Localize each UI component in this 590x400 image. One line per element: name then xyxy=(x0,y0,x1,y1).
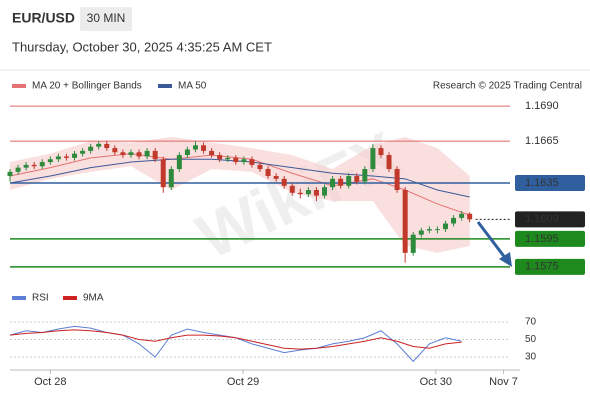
candle-body xyxy=(322,187,328,196)
legend-swatch xyxy=(63,296,77,300)
candle-body xyxy=(88,146,94,151)
legend-label: RSI xyxy=(32,293,49,304)
candle-body xyxy=(201,145,207,151)
level-label-box xyxy=(515,175,585,192)
candle-body xyxy=(136,152,142,157)
credit: Research © 2025 Trading Central xyxy=(433,81,582,92)
candle-body xyxy=(160,159,166,188)
candle-body xyxy=(176,155,182,170)
candle-body xyxy=(120,152,126,156)
candle-body xyxy=(96,143,102,147)
legend-swatch xyxy=(12,84,26,88)
y-tick-label: 30 xyxy=(525,352,537,363)
candle-body xyxy=(225,157,231,160)
x-tick-label: Oct 30 xyxy=(420,376,452,388)
candle-body xyxy=(305,190,311,195)
candle-body xyxy=(217,155,223,160)
candle-body xyxy=(330,178,336,188)
candle-body xyxy=(451,217,457,224)
candle-body xyxy=(378,148,384,156)
candle-body xyxy=(241,159,247,163)
candle-body xyxy=(168,169,174,188)
level-label: 1.1665 xyxy=(525,135,559,147)
candle-body xyxy=(47,159,53,163)
candle-body xyxy=(192,145,198,150)
candle-body xyxy=(354,176,360,182)
candle-body xyxy=(410,234,416,253)
candle-body xyxy=(233,157,239,163)
legend-label: MA 20 + Bollinger Bands xyxy=(32,81,142,92)
candle-body xyxy=(55,156,61,160)
x-tick-label: Nov 7 xyxy=(489,376,518,388)
candle-body xyxy=(297,192,303,195)
level-label: 1.1635 xyxy=(525,177,559,189)
candle-body xyxy=(346,176,352,186)
candle-body xyxy=(418,230,424,235)
level-label: 1.1609 xyxy=(525,213,559,225)
candle-body xyxy=(442,223,448,230)
timeframe-box xyxy=(80,7,132,31)
symbol: EUR/USD xyxy=(12,10,75,26)
candle-body xyxy=(15,167,21,172)
candle-body xyxy=(112,148,118,153)
level-label-box xyxy=(515,258,585,275)
candle-body xyxy=(370,148,376,170)
candle-body xyxy=(281,178,287,186)
timeframe: 30 MIN xyxy=(87,11,126,25)
candle-body xyxy=(209,150,215,156)
bollinger-band xyxy=(10,136,470,253)
legend-swatch xyxy=(12,296,26,300)
rsi-line xyxy=(9,329,462,350)
legend-swatch xyxy=(158,84,172,88)
candle-body xyxy=(80,150,86,154)
level-label-box xyxy=(515,211,585,228)
x-tick-label: Oct 29 xyxy=(227,376,259,388)
candle-body xyxy=(31,164,37,167)
candle-body xyxy=(402,190,408,253)
candle-body xyxy=(362,169,368,182)
forecast-arrow xyxy=(476,221,508,260)
candle-body xyxy=(249,159,255,165)
candle-body xyxy=(63,156,69,158)
forecast-arrow-head xyxy=(499,252,512,267)
candle-body xyxy=(128,152,134,156)
level-label-box xyxy=(515,230,585,247)
candle-body xyxy=(7,171,13,177)
rsi-line xyxy=(9,325,462,363)
candle-body xyxy=(184,149,190,156)
candle-body xyxy=(467,213,473,220)
candle-body xyxy=(394,169,400,190)
candle-body xyxy=(289,185,295,193)
candle-body xyxy=(23,164,29,168)
candle-body xyxy=(144,150,150,157)
candle-body xyxy=(338,178,344,186)
candle-body xyxy=(434,229,440,231)
candle-body xyxy=(313,190,319,196)
candle-body xyxy=(459,213,465,218)
legend-label: 9MA xyxy=(83,293,104,304)
candle-body xyxy=(72,153,78,158)
legend-label: MA 50 xyxy=(178,81,207,92)
candle-body xyxy=(265,169,271,177)
y-tick-label: 50 xyxy=(525,334,537,345)
candle-body xyxy=(104,143,110,149)
candle-body xyxy=(257,164,263,170)
x-tick-label: Oct 28 xyxy=(34,376,66,388)
candle-body xyxy=(386,155,392,170)
datetime: Thursday, October 30, 2025 4:35:25 AM CE… xyxy=(12,39,272,54)
candle-body xyxy=(39,162,45,167)
level-label: 1.1595 xyxy=(525,233,559,245)
candle-body xyxy=(152,150,158,160)
level-label: 1.1690 xyxy=(525,100,559,112)
candle-body xyxy=(273,176,279,179)
level-label: 1.1575 xyxy=(525,261,559,273)
candle-body xyxy=(426,229,432,231)
y-tick-label: 70 xyxy=(525,317,537,328)
